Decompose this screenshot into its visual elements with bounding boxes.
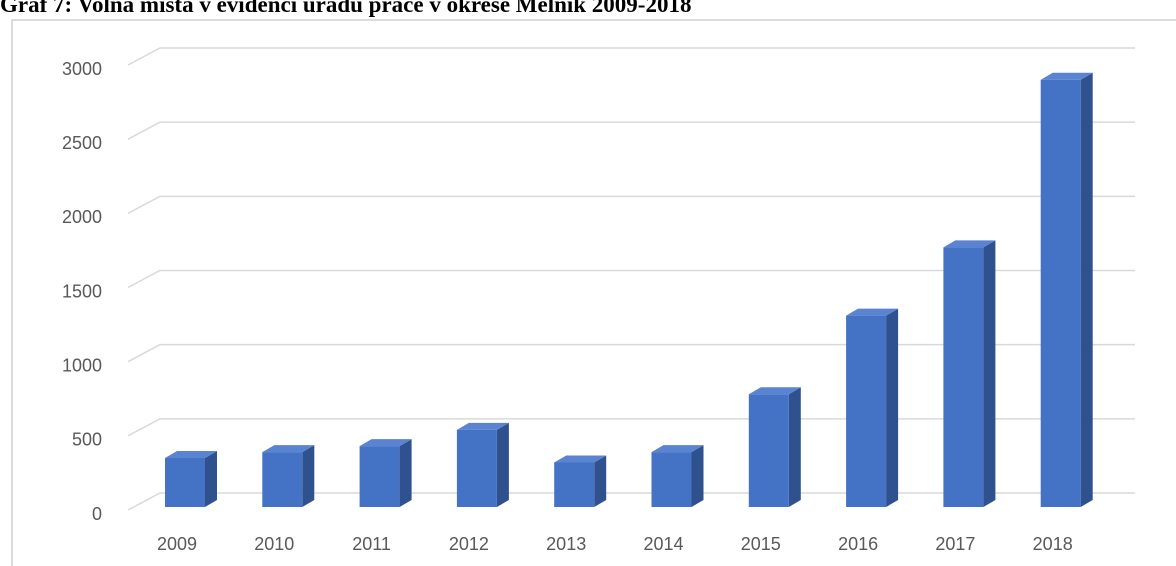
grid-line (127, 492, 1135, 511)
grid-line (127, 121, 1135, 140)
y-tick-label: 3000 (62, 59, 102, 79)
bar-side (302, 445, 315, 507)
bar-top (748, 387, 801, 395)
bar (456, 422, 509, 507)
bar-front (651, 452, 692, 507)
x-tick-label: 2009 (157, 534, 197, 554)
bar (165, 451, 217, 507)
y-tick-label: 500 (72, 430, 102, 450)
grid-line (127, 343, 1135, 363)
chart-title: Graf 7: Volná místa v evidenci úřadu prá… (0, 0, 691, 17)
grid-line (127, 418, 1135, 437)
bar-top (1040, 72, 1093, 80)
bar-front (165, 458, 205, 507)
bar-side (496, 422, 509, 507)
grid-line (127, 47, 1135, 66)
x-tick-label: 2015 (741, 534, 781, 554)
x-tick-label: 2013 (546, 534, 586, 554)
bar (554, 455, 607, 507)
x-tick-label: 2016 (838, 534, 878, 554)
bar-side (594, 455, 607, 507)
bar (262, 445, 315, 507)
grid-line (127, 269, 1135, 289)
bar-top (943, 240, 996, 248)
bar-side (886, 308, 899, 507)
bar (846, 308, 899, 507)
y-tick-label: 2000 (62, 207, 102, 227)
x-tick-label: 2012 (449, 534, 489, 554)
bar-top (262, 445, 315, 453)
y-tick-label: 0 (92, 504, 102, 524)
bar (943, 240, 996, 507)
x-tick-label: 2011 (352, 534, 391, 554)
chart-border (11, 19, 1176, 566)
bar-side (399, 439, 412, 507)
bar-top (165, 451, 217, 459)
bar (359, 439, 412, 507)
x-tick-label: 2017 (935, 534, 975, 554)
bar-top (846, 308, 899, 316)
x-tick-label: 2010 (254, 534, 294, 554)
x-tick-label: 2014 (643, 534, 683, 554)
x-tick-label: 2018 (1033, 534, 1073, 554)
bar-front (1040, 79, 1081, 508)
bar-top (554, 455, 607, 463)
bar (748, 387, 801, 507)
bar-top (456, 422, 509, 430)
bar-top (651, 445, 704, 453)
bar-side (983, 240, 996, 507)
bar-side (788, 387, 801, 507)
grid-line (127, 195, 1135, 214)
bar-top (359, 439, 412, 447)
bar-front (456, 429, 497, 507)
bar-front (943, 247, 984, 507)
bar-front (359, 446, 400, 507)
bar (651, 445, 704, 507)
bar-front (846, 315, 887, 507)
bar-front (554, 462, 595, 507)
bar-front (262, 452, 303, 507)
bar-side (1080, 72, 1093, 508)
bar (1040, 72, 1093, 508)
y-tick-label: 1500 (62, 281, 102, 301)
bar-side (691, 445, 704, 507)
bar-front (748, 394, 789, 507)
bar-side (205, 451, 217, 507)
y-tick-label: 1000 (62, 355, 102, 375)
y-tick-label: 2500 (62, 133, 102, 153)
